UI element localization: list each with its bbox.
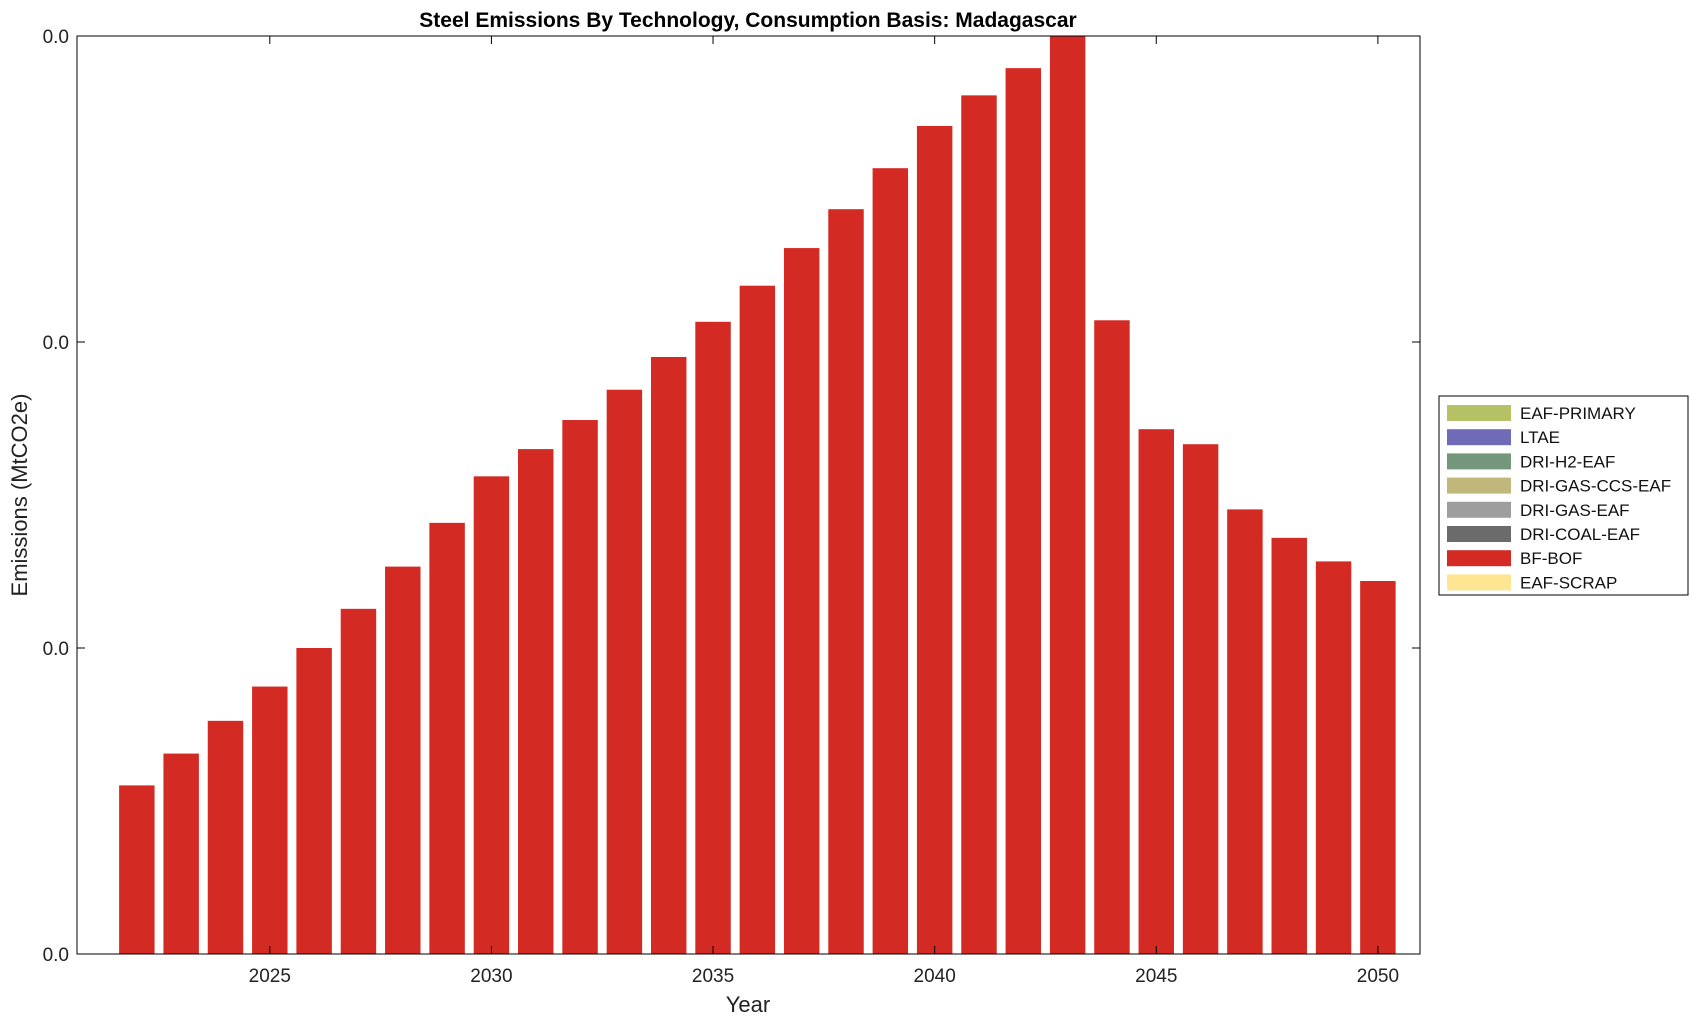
bar-bf-bof-2026: [296, 648, 332, 954]
bar-bf-bof-2036: [739, 285, 776, 954]
bar-bf-bof-2030: [473, 476, 510, 954]
y-axis-label: Emissions (MtCO2e): [7, 394, 32, 597]
legend-swatch-dri-coal-eaf: [1447, 526, 1511, 542]
bar-bf-bof-2047: [1227, 509, 1263, 954]
bar-bf-bof-2039: [872, 168, 909, 954]
legend-swatch-dri-h2-eaf: [1447, 453, 1511, 470]
y-tick-label: 0.0: [43, 27, 69, 48]
bar-bf-bof-2022: [119, 785, 155, 954]
x-axis-label: Year: [726, 992, 770, 1017]
plot-area-frame: [76, 35, 1421, 955]
bar-bf-bof-2050: [1360, 580, 1396, 954]
bar-bf-bof-2035: [695, 321, 731, 955]
bar-bf-bof-2041: [961, 95, 997, 954]
bar-bf-bof-2024: [207, 720, 244, 954]
bars-group: [119, 36, 1396, 955]
legend-label-bf-bof: BF-BOF: [1520, 549, 1582, 568]
bar-bf-bof-2049: [1315, 561, 1352, 954]
bar-bf-bof-2031: [518, 449, 554, 954]
legend: EAF-PRIMARY LTAE DRI-H2-EAF DRI-GAS-CCS-EAF…: [1438, 395, 1689, 596]
bar-bf-bof-2029: [429, 522, 465, 954]
x-tick-label: 2025: [249, 966, 291, 987]
legend-label-dri-h2-eaf: DRI-H2-EAF: [1520, 452, 1615, 471]
bar-bf-bof-2044: [1094, 320, 1130, 954]
bar-bf-bof-2046: [1182, 444, 1219, 954]
bar-bf-bof-2023: [163, 753, 199, 954]
x-tick-label: 2040: [914, 966, 956, 987]
bar-bf-bof-2048: [1271, 537, 1307, 954]
x-tick-label: 2050: [1357, 966, 1399, 987]
x-tick-label: 2035: [692, 966, 734, 987]
legend-label-eaf-primary: EAF-PRIMARY: [1520, 404, 1636, 423]
bar-bf-bof-2034: [650, 356, 687, 954]
legend-swatch-eaf-primary: [1447, 405, 1511, 421]
bar-bf-bof-2025: [252, 686, 288, 954]
bar-bf-bof-2037: [783, 248, 820, 955]
legend-swatch-bf-bof: [1447, 550, 1511, 567]
bar-bf-bof-2028: [385, 566, 421, 954]
legend-swatch-dri-gas-ccs-eaf: [1447, 477, 1511, 494]
legend-label-dri-gas-ccs-eaf: DRI-GAS-CCS-EAF: [1520, 477, 1671, 496]
bar-bf-bof-2032: [562, 420, 598, 954]
bar-bf-bof-2043: [1049, 36, 1086, 954]
legend-label-dri-gas-eaf: DRI-GAS-EAF: [1520, 501, 1630, 520]
legend-swatch-eaf-scrap: [1447, 574, 1511, 591]
bar-bf-bof-2042: [1005, 68, 1042, 954]
y-tick-label: 0.0: [43, 333, 69, 354]
bar-bf-bof-2033: [606, 389, 643, 955]
legend-label-dri-coal-eaf: DRI-COAL-EAF: [1520, 525, 1640, 544]
bar-bf-bof-2038: [828, 209, 864, 955]
bar-bf-bof-2040: [916, 125, 953, 955]
x-tick-label: 2045: [1135, 966, 1177, 987]
x-tick-label: 2030: [470, 966, 512, 987]
legend-swatch-ltae: [1447, 429, 1511, 446]
x-axis-ticks: 2025 2030 2035 2040 2045 2050: [249, 36, 1399, 987]
legend-swatch-dri-gas-eaf: [1447, 501, 1511, 518]
y-tick-label: 0.0: [43, 639, 69, 660]
y-tick-label: 0.0: [43, 945, 69, 966]
chart-title: Steel Emissions By Technology, Consumpti…: [419, 9, 1076, 32]
bar-bf-bof-2045: [1138, 429, 1175, 955]
legend-label-eaf-scrap: EAF-SCRAP: [1520, 573, 1617, 592]
bar-bf-bof-2027: [340, 608, 377, 954]
legend-label-ltae: LTAE: [1520, 428, 1560, 447]
